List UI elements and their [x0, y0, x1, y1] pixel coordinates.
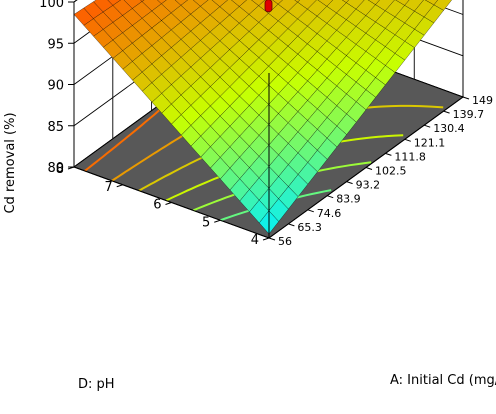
surface-cell	[157, 0, 167, 5]
y-axis-label: D: pH	[78, 377, 115, 392]
x-tick-mark	[268, 237, 276, 241]
y-tick-label: 4	[251, 233, 259, 248]
y-tick-mark	[262, 237, 270, 241]
x-tick-label: 149	[472, 94, 493, 107]
x-tick-mark	[443, 110, 450, 114]
surface-cell	[341, 0, 350, 3]
x-tick-mark	[404, 138, 411, 142]
axis-ticks: 808590951005665.374.683.993.2102.5111.81…	[39, 0, 493, 248]
y-tick-label: 8	[56, 162, 64, 177]
x-axis-label: A: Initial Cd (mg/L)	[390, 373, 496, 388]
surface-cell	[294, 0, 301, 3]
z-tick-label: 85	[47, 120, 64, 135]
x-tick-mark	[307, 209, 314, 213]
z-tick-label: 80	[47, 161, 64, 176]
x-tick-label: 111.8	[394, 150, 426, 163]
response-surface	[73, 0, 453, 235]
design-point	[264, 0, 273, 13]
x-tick-label: 56	[278, 235, 292, 248]
x-tick-label: 102.5	[375, 165, 407, 178]
y-tick-mark	[165, 202, 172, 205]
x-tick-mark	[385, 152, 392, 156]
x-tick-mark	[462, 96, 470, 100]
x-tick-label: 65.3	[297, 221, 322, 234]
y-tick-mark	[214, 219, 221, 223]
y-tick-label: 7	[104, 180, 112, 195]
x-tick-mark	[424, 124, 431, 128]
surface-cell	[272, 0, 283, 5]
z-tick-label: 100	[39, 0, 64, 11]
x-tick-label: 130.4	[433, 122, 465, 135]
y-tick-mark	[67, 166, 75, 170]
x-tick-label: 83.9	[336, 193, 361, 206]
x-tick-mark	[346, 181, 353, 185]
x-tick-label: 139.7	[453, 108, 485, 121]
x-tick-mark	[327, 195, 334, 199]
x-tick-label: 93.2	[356, 179, 381, 192]
z-tick-label: 95	[47, 37, 64, 52]
x-tick-label: 74.6	[317, 207, 342, 220]
y-tick-label: 5	[202, 215, 210, 230]
design-point-marker	[264, 0, 273, 13]
x-tick-mark	[365, 167, 373, 170]
x-tick-label: 121.1	[414, 136, 446, 149]
z-axis-label: Cd removal (%)	[3, 112, 18, 213]
y-tick-label: 6	[153, 198, 161, 213]
y-tick-mark	[116, 184, 123, 188]
x-tick-mark	[288, 223, 295, 227]
z-tick-label: 90	[47, 79, 64, 94]
